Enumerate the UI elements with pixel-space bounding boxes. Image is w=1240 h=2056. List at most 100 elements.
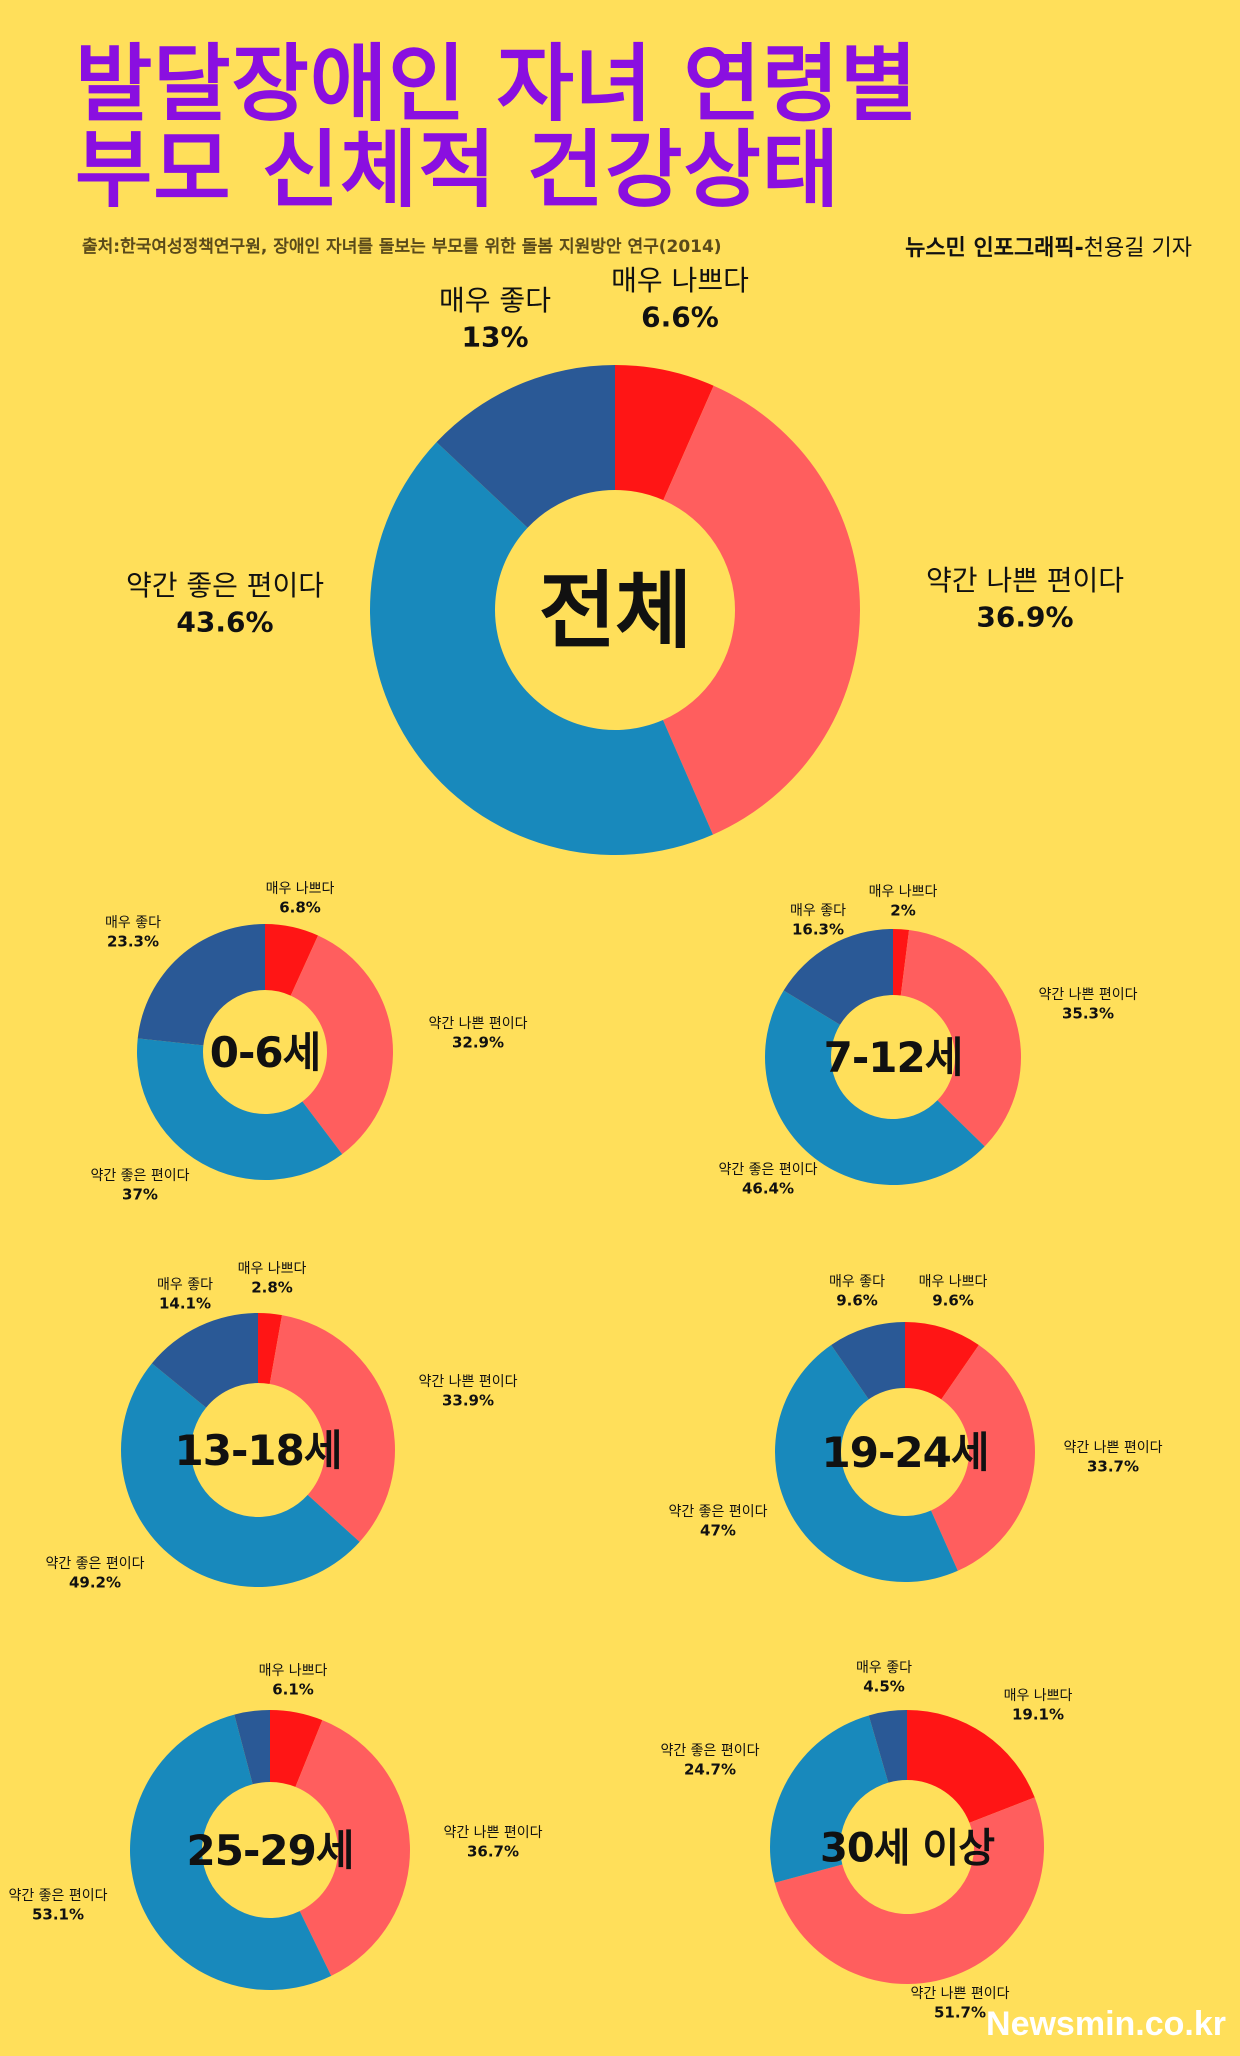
slice-value-very-bad: 2.8%: [251, 1279, 293, 1297]
slice-value-somewhat-bad: 32.9%: [452, 1034, 504, 1052]
slice-very-bad: [258, 1313, 282, 1385]
slice-label-very-bad: 매우 나쁘다: [919, 1274, 988, 1290]
slice-value-somewhat-good: 43.6%: [176, 605, 273, 638]
slice-label-somewhat-good: 약간 좋은 편이다: [8, 1888, 107, 1904]
slice-label-somewhat-bad: 약간 나쁜 편이다: [418, 1374, 517, 1390]
title-line-2: 부모 신체적 건강상태: [75, 121, 841, 219]
slice-very-good: [868, 1710, 907, 1783]
slice-very-bad: [905, 1322, 979, 1400]
slice-value-very-good: 4.5%: [863, 1678, 905, 1696]
slice-value-very-good: 23.3%: [107, 933, 159, 951]
slice-very-bad: [265, 924, 319, 996]
donut-chart-2: 7-12세 매우 나쁘다 2% 약간 나쁜 편이다 35.3% 약간 좋은 편이다 46.4…: [718, 884, 1137, 1198]
center-label: 25-29세: [187, 1826, 354, 1875]
center-label: 전체: [539, 562, 692, 660]
slice-label-somewhat-good: 약간 좋은 편이다: [90, 1168, 189, 1184]
slice-somewhat-good: [370, 442, 713, 855]
slice-very-bad: [907, 1710, 1035, 1823]
slice-somewhat-good: [770, 1715, 889, 1883]
slice-label-very-bad: 매우 나쁘다: [1004, 1688, 1073, 1704]
slice-value-somewhat-bad: 33.9%: [442, 1392, 494, 1410]
slice-somewhat-bad: [269, 1315, 395, 1542]
slice-somewhat-good: [120, 1363, 360, 1588]
slice-somewhat-good: [136, 1038, 343, 1180]
byline-org: 뉴스민 인포그래픽-: [905, 236, 1084, 261]
donut-chart-1: 0-6세 매우 나쁘다 6.8% 약간 나쁜 편이다 32.9% 약간 좋은 편이다 37%…: [90, 881, 527, 1204]
slice-somewhat-bad: [295, 1720, 411, 1976]
donut-chart-5: 25-29세 매우 나쁘다 6.1% 약간 나쁜 편이다 36.7% 약간 좋은 편이다 5…: [8, 1663, 543, 1990]
slice-very-bad: [615, 365, 714, 501]
slice-value-very-bad: 9.6%: [932, 1292, 974, 1310]
slice-value-somewhat-bad: 36.7%: [467, 1843, 519, 1861]
slice-label-somewhat-good: 약간 좋은 편이다: [718, 1162, 817, 1178]
slice-label-very-good: 매우 좋다: [856, 1660, 912, 1676]
slice-value-somewhat-good: 47%: [700, 1522, 736, 1540]
source-note: 출처:한국여성정책연구원, 장애인 자녀를 돌보는 부모를 위한 돌봄 지원방안…: [82, 237, 722, 257]
slice-very-bad: [270, 1710, 323, 1787]
slice-label-somewhat-bad: 약간 나쁜 편이다: [1038, 987, 1137, 1003]
donut-chart-4: 19-24세 매우 나쁘다 9.6% 약간 나쁜 편이다 33.7% 약간 좋은 편이다 4…: [668, 1274, 1163, 1583]
slice-label-somewhat-good: 약간 좋은 편이다: [45, 1556, 144, 1572]
slice-value-very-good: 13%: [461, 320, 528, 353]
donut-chart-6: 30세 이상 매우 나쁘다 19.1% 약간 나쁜 편이다 51.7% 약간 좋은 편이다…: [660, 1660, 1072, 2022]
slice-label-very-bad: 매우 나쁘다: [266, 881, 335, 897]
slice-value-somewhat-good: 37%: [122, 1186, 158, 1204]
slice-value-somewhat-bad: 35.3%: [1062, 1005, 1114, 1023]
slice-somewhat-bad: [930, 1344, 1035, 1571]
slice-label-somewhat-bad: 약간 나쁜 편이다: [926, 564, 1124, 597]
slice-label-somewhat-bad: 약간 나쁜 편이다: [428, 1016, 527, 1032]
slice-label-very-bad: 매우 나쁘다: [869, 884, 938, 900]
slice-value-very-good: 9.6%: [836, 1292, 878, 1310]
slice-very-good: [151, 1313, 258, 1408]
title-line-1: 발달장애인 자녀 연령별: [75, 35, 919, 133]
slice-label-very-good: 매우 좋다: [790, 903, 846, 919]
slice-label-somewhat-good: 약간 좋은 편이다: [126, 569, 324, 602]
slice-value-somewhat-bad: 36.9%: [976, 600, 1073, 633]
slice-somewhat-bad: [290, 935, 394, 1155]
slice-very-good: [137, 924, 265, 1046]
slice-label-somewhat-bad: 약간 나쁜 편이다: [910, 1986, 1009, 2002]
slice-label-very-good: 매우 좋다: [157, 1277, 213, 1293]
slice-value-very-good: 16.3%: [792, 921, 844, 939]
slice-very-good: [831, 1322, 905, 1400]
slice-somewhat-bad: [662, 385, 860, 835]
slice-label-very-good: 매우 좋다: [105, 915, 161, 931]
slice-label-somewhat-bad: 약간 나쁜 편이다: [1063, 1440, 1162, 1456]
watermark: Newsmin.co.kr: [986, 2005, 1226, 2043]
slice-value-somewhat-good: 53.1%: [32, 1906, 84, 1924]
center-label: 30세 이상: [820, 1825, 995, 1871]
byline: 뉴스민 인포그래픽-천용길 기자: [905, 230, 1192, 262]
slice-label-very-bad: 매우 나쁘다: [611, 264, 749, 297]
slice-value-very-bad: 6.6%: [641, 300, 719, 333]
slice-very-good: [783, 929, 893, 1025]
slice-value-somewhat-bad: 51.7%: [934, 2004, 986, 2022]
slice-very-good: [234, 1710, 270, 1785]
donut-chart-3: 13-18세 매우 나쁘다 2.8% 약간 나쁜 편이다 33.9% 약간 좋은 편이다 4…: [45, 1261, 517, 1592]
center-label: 7-12세: [824, 1033, 963, 1082]
center-label: 0-6세: [210, 1028, 321, 1077]
slice-label-somewhat-bad: 약간 나쁜 편이다: [443, 1825, 542, 1841]
slice-label-somewhat-good: 약간 좋은 편이다: [668, 1504, 767, 1520]
slice-label-very-bad: 매우 나쁘다: [238, 1261, 307, 1277]
slice-somewhat-bad: [774, 1797, 1045, 1985]
slice-somewhat-good: [764, 990, 985, 1186]
slice-very-bad: [893, 929, 910, 996]
slice-somewhat-bad: [900, 930, 1021, 1147]
slice-very-good: [436, 364, 615, 528]
byline-author: 천용길 기자: [1083, 236, 1192, 261]
slice-label-very-bad: 매우 나쁘다: [259, 1663, 328, 1679]
slice-somewhat-good: [130, 1714, 332, 1990]
slice-label-very-good: 매우 좋다: [829, 1274, 885, 1290]
slice-value-very-bad: 6.8%: [279, 899, 321, 917]
slice-value-somewhat-bad: 33.7%: [1087, 1458, 1139, 1476]
center-label: 13-18세: [175, 1426, 342, 1475]
slice-value-somewhat-good: 24.7%: [684, 1761, 736, 1779]
slice-value-very-bad: 6.1%: [272, 1681, 314, 1699]
slice-value-very-good: 14.1%: [159, 1295, 211, 1313]
slice-value-very-bad: 2%: [890, 902, 915, 920]
slice-label-very-good: 매우 좋다: [439, 284, 551, 317]
slice-value-very-bad: 19.1%: [1012, 1706, 1064, 1724]
slice-value-somewhat-good: 46.4%: [742, 1180, 794, 1198]
center-label: 19-24세: [822, 1428, 989, 1477]
